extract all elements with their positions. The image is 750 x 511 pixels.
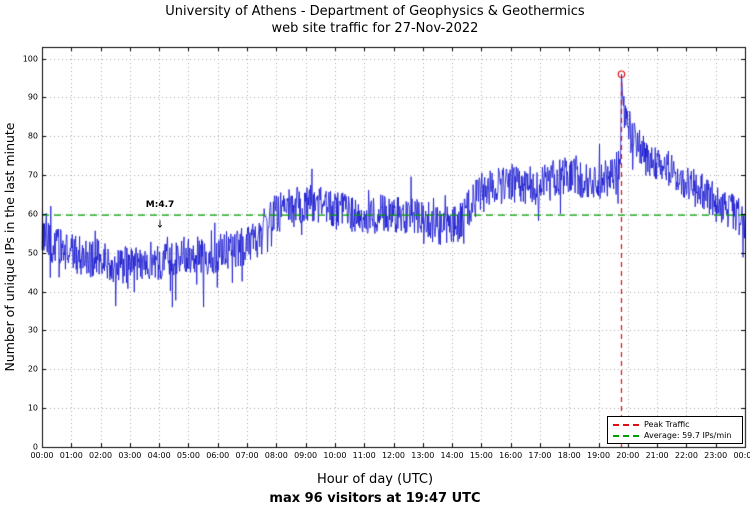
legend: Peak Traffic Average: 59.7 IPs/min (607, 416, 743, 444)
x-tick-label: 22:00 (674, 451, 698, 460)
y-tick-label: 20 (27, 364, 38, 374)
peak-line-sample-icon (613, 423, 639, 426)
legend-item-average: Average: 59.7 IPs/min (613, 431, 737, 440)
x-tick-label: 03:00 (118, 451, 142, 460)
x-tick-label: 07:00 (235, 451, 259, 460)
y-tick-label: 100 (22, 54, 38, 64)
x-tick-label: 18:00 (557, 451, 581, 460)
legend-label-average: Average: 59.7 IPs/min (644, 431, 732, 440)
y-tick-label: 40 (27, 287, 38, 297)
x-tick-label: 09:00 (294, 451, 318, 460)
x-tick-label: 13:00 (411, 451, 435, 460)
x-tick-label: 06:00 (206, 451, 230, 460)
y-tick-label: 50 (27, 248, 38, 258)
x-tick-label: 08:00 (264, 451, 288, 460)
y-tick-label: 80 (27, 131, 38, 141)
y-tick-label: 90 (27, 92, 38, 102)
legend-item-peak: Peak Traffic (613, 420, 737, 429)
x-tick-label: 00:00 (733, 451, 750, 460)
legend-label-peak: Peak Traffic (644, 420, 690, 429)
x-tick-label: 15:00 (469, 451, 493, 460)
x-tick-label: 02:00 (89, 451, 113, 460)
x-tick-label: 05:00 (176, 451, 200, 460)
x-tick-label: 10:00 (323, 451, 347, 460)
x-tick-label: 23:00 (704, 451, 728, 460)
y-axis-label: Number of unique IPs in the last minute (2, 122, 17, 372)
y-tick-label: 0 (32, 442, 38, 452)
y-tick-label: 60 (27, 209, 38, 219)
x-tick-label: 16:00 (499, 451, 523, 460)
x-tick-label: 00:00 (30, 451, 54, 460)
y-tick-label: 10 (27, 403, 38, 413)
earthquake-annotation-arrow-icon: ↓ (155, 219, 165, 231)
x-axis-label: Hour of day (UTC) (316, 472, 434, 487)
x-tick-label: 17:00 (528, 451, 552, 460)
x-tick-label: 14:00 (440, 451, 464, 460)
max-visitors-caption: max 96 visitors at 19:47 UTC (269, 491, 481, 506)
x-tick-label: 19:00 (587, 451, 611, 460)
y-tick-label: 30 (27, 325, 38, 335)
x-tick-label: 04:00 (147, 451, 171, 460)
y-tick-label: 70 (27, 170, 38, 180)
average-line-sample-icon (613, 434, 639, 437)
x-tick-label: 20:00 (616, 451, 640, 460)
x-tick-label: 21:00 (645, 451, 669, 460)
x-tick-label: 11:00 (352, 451, 376, 460)
x-tick-label: 12:00 (381, 451, 406, 460)
earthquake-annotation-label: M:4.7 (145, 200, 175, 211)
x-tick-label: 01:00 (59, 451, 83, 460)
